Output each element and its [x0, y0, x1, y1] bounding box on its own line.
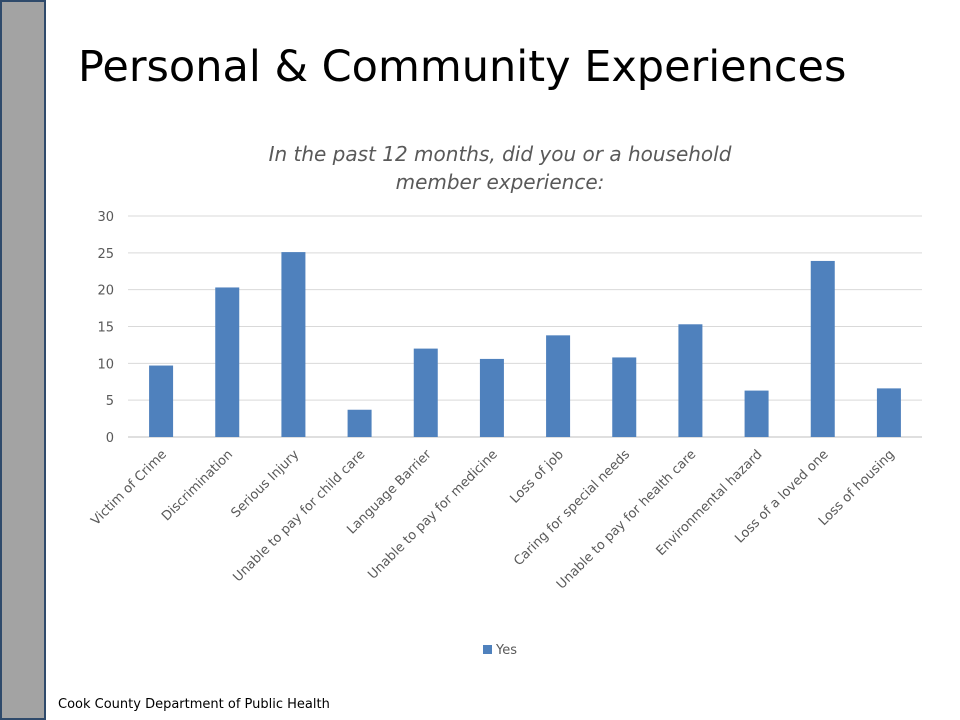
chart-title-line-1: In the past 12 months, did you or a hous… — [268, 142, 732, 166]
y-tick-label: 0 — [106, 431, 114, 446]
x-tick-label: Unable to pay for health care — [554, 447, 699, 592]
y-tick-label: 20 — [97, 284, 114, 299]
bar-victim-of-crime — [149, 365, 174, 437]
legend-swatch — [483, 645, 492, 654]
x-tick-label: Caring for special needs — [511, 447, 633, 569]
y-tick-label: 10 — [97, 357, 114, 372]
x-tick-label: Environmental hazard — [654, 447, 766, 559]
y-tick-label: 5 — [106, 394, 114, 409]
y-tick-label: 30 — [97, 210, 114, 225]
x-tick-label: Discrimination — [159, 447, 236, 524]
bar-caring-for-special-needs — [612, 357, 637, 437]
y-tick-label: 25 — [97, 247, 114, 262]
bar-loss-of-job — [546, 335, 571, 437]
x-tick-label: Victim of Crime — [88, 447, 169, 528]
bar-discrimination — [215, 287, 240, 437]
side-accent-bar — [0, 0, 46, 720]
bar-serious-injury — [281, 252, 306, 437]
slide-title: Personal & Community Experiences — [78, 42, 847, 92]
bar-unable-to-pay-for-medicine — [479, 358, 504, 437]
bar-loss-of-a-loved-one — [810, 260, 835, 437]
chart-title-line-2: member experience: — [395, 170, 605, 194]
x-tick-label: Unable to pay for child care — [230, 447, 368, 585]
y-tick-label: 15 — [97, 321, 114, 336]
legend-label: Yes — [495, 643, 517, 658]
x-tick-label: Unable to pay for medicine — [365, 447, 500, 582]
x-tick-label: Loss of job — [507, 447, 566, 506]
bar-loss-of-housing — [876, 388, 901, 437]
footer-text: Cook County Department of Public Health — [58, 697, 330, 712]
chart-title: In the past 12 months, did you or a hous… — [110, 140, 890, 196]
bar-language-barrier — [413, 348, 438, 437]
bar-unable-to-pay-for-child-care — [347, 409, 372, 437]
x-tick-label: Serious Injury — [229, 447, 303, 521]
bar-environmental-hazard — [744, 390, 769, 437]
bar-unable-to-pay-for-health-care — [678, 324, 703, 437]
